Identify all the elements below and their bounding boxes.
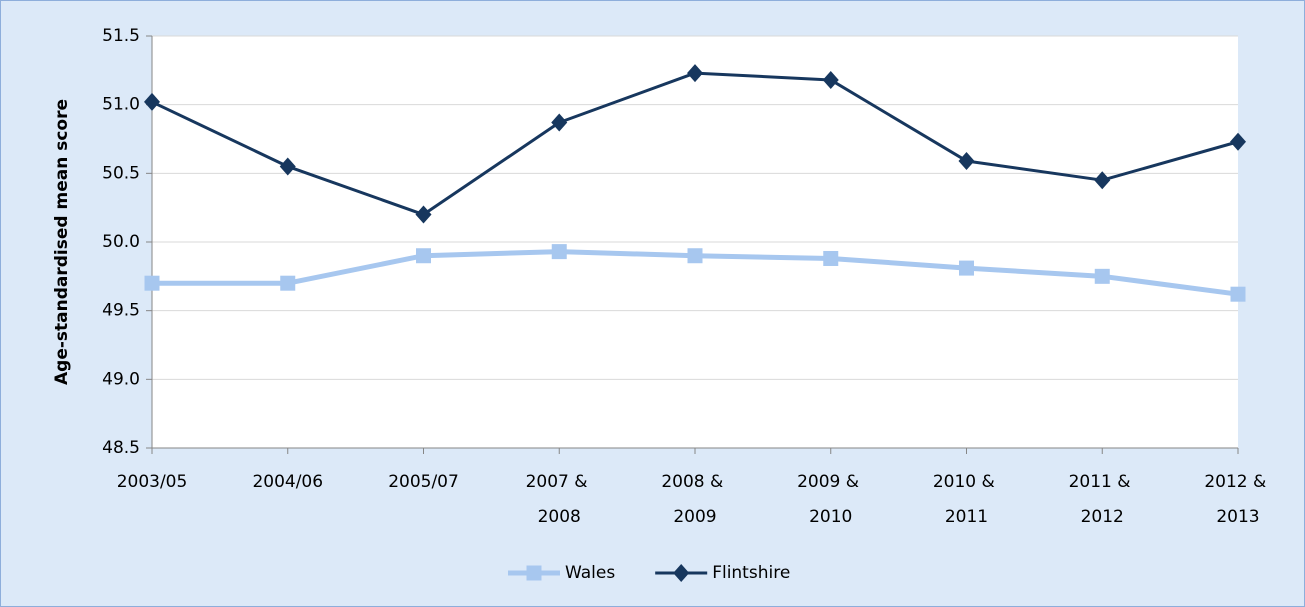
y-tick-label: 49.5 <box>102 301 140 321</box>
x-tick-label: 2005/07 <box>388 472 459 492</box>
legend-marker <box>526 565 542 581</box>
data-point <box>1094 171 1111 190</box>
y-tick-label: 49.0 <box>102 369 140 389</box>
data-point <box>415 205 432 224</box>
data-point <box>279 157 296 176</box>
y-axis-label: Age-standardised mean score <box>52 99 72 385</box>
legend-marker <box>673 564 690 582</box>
x-tick-label: 2004/06 <box>252 472 323 492</box>
data-point <box>822 70 839 89</box>
x-tick-label: 2012 & 2013 <box>1204 472 1271 527</box>
data-point <box>144 92 160 111</box>
data-point <box>687 64 703 83</box>
data-point <box>144 275 160 291</box>
x-tick-label: 2010 & 2011 <box>933 472 1000 527</box>
data-point <box>958 151 975 170</box>
y-tick-label: 51.5 <box>102 26 140 46</box>
data-point <box>416 248 431 264</box>
y-tick-label: 48.5 <box>102 438 140 458</box>
legend-label: Wales <box>565 563 615 583</box>
y-tick-label: 50.5 <box>102 163 140 183</box>
x-tick-label: 2008 & 2009 <box>661 472 728 527</box>
x-tick-label: 2009 & 2010 <box>797 472 864 527</box>
x-tick-label: 2011 & 2012 <box>1069 472 1136 527</box>
data-point <box>1230 286 1246 302</box>
y-tick-label: 51.0 <box>102 95 140 115</box>
data-point <box>280 275 296 291</box>
y-tick-label: 50.0 <box>102 232 140 252</box>
data-point <box>959 260 974 276</box>
data-point <box>551 113 568 132</box>
x-tick-label: 2007 & 2008 <box>526 472 593 527</box>
data-point <box>551 244 567 260</box>
data-point <box>1230 132 1246 151</box>
data-point <box>823 250 839 266</box>
x-tick-label: 2003/05 <box>117 472 188 492</box>
legend-label: Flintshire <box>712 563 790 583</box>
data-point <box>687 248 703 264</box>
data-point <box>1094 268 1110 284</box>
